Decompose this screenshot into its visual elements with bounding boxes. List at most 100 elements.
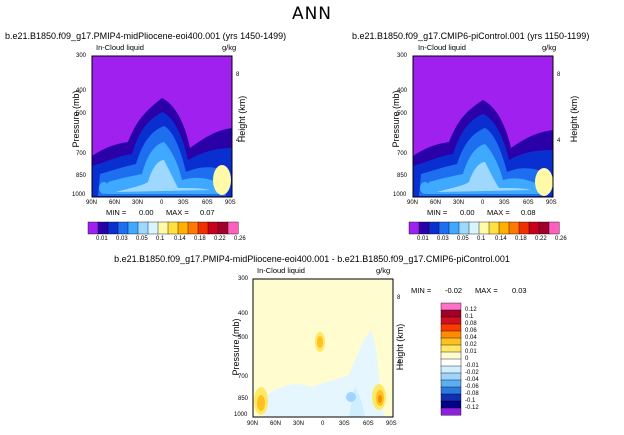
panel3-colorbar-labels: 0.12 0.1 0.08 0.06 0.04 0.02 0.01 0 -0.0… (465, 303, 505, 415)
panel1-colorbar-swatch (227, 221, 239, 235)
panel1-colorbar-label: 0.05 (136, 236, 148, 242)
panel2-title: b.e21.B1850.f09_g17.CMIP6-piControl.001 … (352, 31, 590, 41)
panel1-contour-level-5 (116, 160, 210, 192)
panel2-colorbar-swatch (458, 221, 470, 235)
panel1-colorbar-swatch (137, 221, 149, 235)
panel2-colorbar (408, 221, 560, 235)
panel3-ytick: 400 (238, 311, 249, 317)
panel1-contour-high-south (213, 165, 231, 195)
panel3-y2tick: 8 (397, 295, 401, 301)
panel3-ytick: 300 (238, 276, 249, 282)
panel3-xtick: 90N (247, 421, 259, 427)
panel1-colorbar-swatch (197, 221, 209, 235)
panel1-xtick: 90N (86, 200, 98, 206)
panel2-plot (412, 55, 554, 198)
panel3-plot (252, 278, 394, 418)
panel2-ytick: 500 (397, 111, 408, 117)
panel3-colorbar-label: 0.01 (465, 349, 477, 355)
panel3-units: g/kg (376, 266, 391, 275)
panel1-colorbar-label: 0.26 (234, 236, 246, 242)
panel1-colorbar-swatch (97, 221, 109, 235)
panel3-colorbar-label: 0.1 (465, 314, 474, 320)
panel2-colorbar-swatch (518, 221, 530, 235)
panel3-colorbar-label: 0.08 (465, 321, 477, 327)
panel1-min-value: 0.00 (139, 208, 154, 217)
panel2-xtick: 30N (453, 200, 465, 206)
panel2-xtick: 60N (430, 200, 442, 206)
panel3-colorbar-swatch (440, 400, 462, 409)
panel3-colorbar-swatch (440, 337, 462, 346)
panel1-colorbar-label: 0.1 (156, 236, 165, 242)
panel3-variable: In-Cloud liquid (257, 266, 305, 275)
panel3-colorbar-label: -0.02 (465, 370, 479, 376)
panel2-colorbar-label: 0.26 (555, 236, 567, 242)
panel2-y2tick: 8 (557, 72, 561, 78)
panel3-colorbar-swatch (440, 323, 462, 332)
panel3-contour-pos-south-04 (378, 395, 382, 403)
panel3-colorbar-label: 0 (465, 356, 469, 362)
panel2-colorbar-swatch (428, 221, 440, 235)
panel1-colorbar-swatch (107, 221, 119, 235)
panel2-colorbar-label: 0.22 (535, 236, 547, 242)
panel1-colorbar-swatch (157, 221, 169, 235)
panel2-ytick: 300 (397, 53, 408, 59)
panel2-ytick: 850 (397, 173, 408, 179)
panel1-max-label: MAX = (166, 208, 189, 217)
panel2-contour-high-north (420, 182, 430, 194)
panel2-colorbar-swatch (528, 221, 540, 235)
panel1-y2tick: 4 (236, 138, 240, 144)
panel3-xtick: 30S (339, 421, 350, 427)
panel3-xtick: 60S (363, 421, 374, 427)
panel1-contour-high-north (99, 182, 109, 194)
panel1-title: b.e21.B1850.f09_g17.PMIP4-midPliocene-eo… (5, 31, 287, 41)
panel2-colorbar-label: 0.14 (495, 236, 507, 242)
panel2-variable: In-Cloud liquid (418, 43, 466, 52)
panel2-ytick: 400 (397, 88, 408, 94)
panel1-xtick: 90S (225, 200, 236, 206)
panel3-colorbar-swatch (440, 358, 462, 367)
panel3-ytick: 1000 (234, 412, 248, 418)
panel2-colorbar-swatch (418, 221, 430, 235)
panel2-colorbar-label: 0.01 (417, 236, 429, 242)
panel1-colorbar-swatch (147, 221, 159, 235)
panel1-colorbar-swatch (127, 221, 139, 235)
panel3-title: b.e21.B1850.f09_g17.PMIP4-midPliocene-eo… (114, 254, 510, 264)
panel1-variable: In-Cloud liquid (96, 43, 144, 52)
panel3-colorbar-swatch (440, 316, 462, 325)
panel2-max-label: MAX = (487, 208, 510, 217)
panel1-xtick: 0 (160, 200, 164, 206)
panel2-colorbar-label: 0.1 (477, 236, 486, 242)
panel2-contour-high-south (535, 168, 553, 196)
panel1-ytick: 1000 (72, 192, 86, 198)
panel3-max-label: MAX = (475, 286, 498, 295)
panel3-colorbar-label: -0.06 (465, 384, 479, 390)
panel3-contour-neg-02 (349, 387, 365, 417)
panel3-ytick: 700 (238, 374, 249, 380)
panel3-colorbar-swatch (440, 330, 462, 339)
panel3-ytick: 850 (238, 396, 249, 402)
panel3-colorbar-label: -0.04 (465, 377, 479, 383)
panel1-xtick: 60N (109, 200, 121, 206)
panel2-colorbar-swatch (438, 221, 450, 235)
panel1-colorbar-swatch (87, 221, 99, 235)
panel2-ytick: 700 (397, 151, 408, 157)
panel3-colorbar-label: -0.08 (465, 391, 479, 397)
panel3-colorbar-swatch (440, 386, 462, 395)
panel2-y2tick: 4 (557, 138, 561, 144)
panel3-colorbar-swatch (440, 393, 462, 402)
panel3-ylabel: Pressure (mb) (231, 318, 241, 376)
panel3-ytick: 500 (238, 335, 249, 341)
panel3-colorbar-label: 0.04 (465, 335, 477, 341)
panel1-max-value: 0.07 (200, 208, 215, 217)
panel3-colorbar-label: 0.06 (465, 328, 477, 334)
panel3-min-value: -0.02 (445, 286, 463, 295)
panel3-colorbar-label: 0.12 (465, 307, 477, 313)
panel2-colorbar-swatch (508, 221, 520, 235)
panel1-frame (91, 55, 233, 198)
panel2-colorbar-swatch (548, 221, 560, 235)
panel3-colorbar-swatch (440, 407, 462, 416)
panel2-frame (412, 55, 554, 198)
panel1-xtick: 30N (132, 200, 144, 206)
panel2-colorbar-swatch (488, 221, 500, 235)
panel1-colorbar-swatch (167, 221, 179, 235)
